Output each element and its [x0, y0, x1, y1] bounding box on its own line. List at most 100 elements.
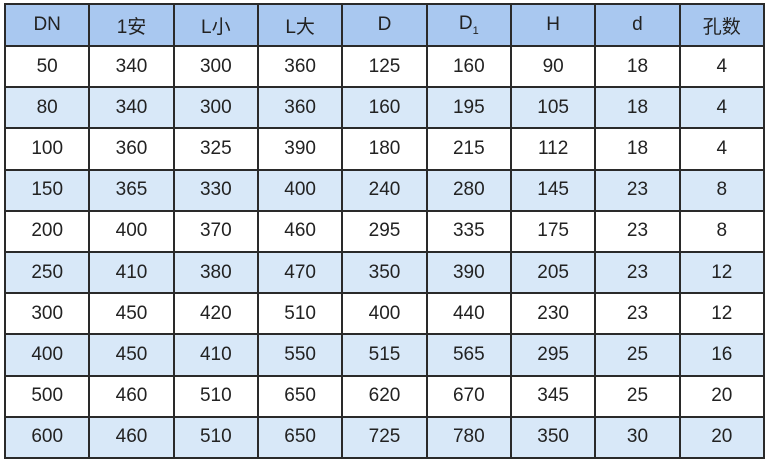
column-header: 1安: [88, 3, 175, 47]
table-cell: 23: [594, 209, 681, 253]
table-row: 200 400 370 460 295 335 175 23 8: [3, 209, 766, 253]
table-cell: 350: [509, 415, 597, 460]
column-header: H: [509, 3, 597, 47]
table-cell: 295: [341, 209, 428, 253]
table-cell: 510: [172, 374, 259, 418]
table-row: 400 450 410 550 515 565 295 25 16: [3, 333, 766, 377]
table-cell: 360: [256, 86, 344, 130]
table-cell: 150: [3, 168, 91, 212]
table-cell: 350: [341, 250, 428, 295]
table-row: 500 460 510 650 620 670 345 25 20: [3, 374, 766, 418]
table-cell: 470: [256, 250, 344, 295]
table-cell: 205: [509, 250, 597, 295]
table-row: 250 410 380 470 350 390 205 23 12: [3, 250, 766, 295]
table-cell: 20: [678, 374, 766, 418]
table-cell: 12: [678, 292, 766, 336]
table-cell: 460: [88, 415, 175, 460]
table-cell: 200: [3, 209, 91, 253]
table-cell: 400: [256, 168, 344, 212]
table-cell: 25: [594, 374, 681, 418]
table-cell: 280: [425, 168, 512, 212]
table-cell: 370: [172, 209, 259, 253]
table-cell: 23: [594, 292, 681, 336]
table-cell: 650: [256, 415, 344, 460]
table-cell: 23: [594, 250, 681, 295]
table-cell: 20: [678, 415, 766, 460]
table-cell: 510: [172, 415, 259, 460]
table-cell: 175: [509, 209, 597, 253]
table-cell: 4: [678, 44, 766, 89]
table-cell: 230: [509, 292, 597, 336]
table-cell: 4: [678, 127, 766, 171]
table-cell: 90: [509, 44, 597, 89]
table-cell: 145: [509, 168, 597, 212]
table-cell: 390: [425, 250, 512, 295]
table-row: 80 340 300 360 160 195 105 18 4: [3, 86, 766, 130]
table-cell: 670: [425, 374, 512, 418]
table-cell: 23: [594, 168, 681, 212]
table-cell: 550: [256, 333, 344, 377]
column-header: L大: [256, 3, 344, 47]
table-cell: 180: [341, 127, 428, 171]
table-cell: 400: [88, 209, 175, 253]
table-cell: 515: [341, 333, 428, 377]
table-cell: 325: [172, 127, 259, 171]
table-cell: 195: [425, 86, 512, 130]
table-cell: 440: [425, 292, 512, 336]
table-cell: 565: [425, 333, 512, 377]
table-cell: 18: [594, 44, 681, 89]
table-cell: 500: [3, 374, 91, 418]
table-cell: 8: [678, 168, 766, 212]
table-row: 150 365 330 400 240 280 145 23 8: [3, 168, 766, 212]
table-cell: 345: [509, 374, 597, 418]
table-cell: 460: [256, 209, 344, 253]
table-cell: 16: [678, 333, 766, 377]
table-cell: 400: [341, 292, 428, 336]
table-cell: 250: [3, 250, 91, 295]
table-cell: 215: [425, 127, 512, 171]
column-header: DN: [3, 3, 91, 47]
table-cell: 390: [256, 127, 344, 171]
table-cell: 410: [172, 333, 259, 377]
table-cell: 295: [509, 333, 597, 377]
table-cell: 420: [172, 292, 259, 336]
table-cell: 380: [172, 250, 259, 295]
table-cell: 620: [341, 374, 428, 418]
table-cell: 300: [172, 86, 259, 130]
table-cell: 650: [256, 374, 344, 418]
table-cell: 450: [88, 292, 175, 336]
table-cell: 300: [3, 292, 91, 336]
table-cell: 360: [256, 44, 344, 89]
table-cell: 340: [88, 86, 175, 130]
table-cell: 12: [678, 250, 766, 295]
table-cell: 18: [594, 86, 681, 130]
table-cell: 330: [172, 168, 259, 212]
column-header: L小: [172, 3, 259, 47]
table-cell: 4: [678, 86, 766, 130]
table-cell: 160: [425, 44, 512, 89]
table-cell: 240: [341, 168, 428, 212]
table-cell: 8: [678, 209, 766, 253]
column-header: d: [594, 3, 681, 47]
table-cell: 50: [3, 44, 91, 89]
table-cell: 400: [3, 333, 91, 377]
table-cell: 450: [88, 333, 175, 377]
table-row: 50 340 300 360 125 160 90 18 4: [3, 44, 766, 89]
table-cell: 112: [509, 127, 597, 171]
table-row: 600 460 510 650 725 780 350 30 20: [3, 415, 766, 460]
table-cell: 125: [341, 44, 428, 89]
table-cell: 410: [88, 250, 175, 295]
table-cell: 510: [256, 292, 344, 336]
table-cell: 100: [3, 127, 91, 171]
column-header: D1: [425, 3, 512, 47]
table-cell: 460: [88, 374, 175, 418]
table-cell: 300: [172, 44, 259, 89]
table-cell: 725: [341, 415, 428, 460]
table-row: 300 450 420 510 400 440 230 23 12: [3, 292, 766, 336]
table-cell: 340: [88, 44, 175, 89]
table-cell: 25: [594, 333, 681, 377]
table-cell: 780: [425, 415, 512, 460]
table-cell: 105: [509, 86, 597, 130]
